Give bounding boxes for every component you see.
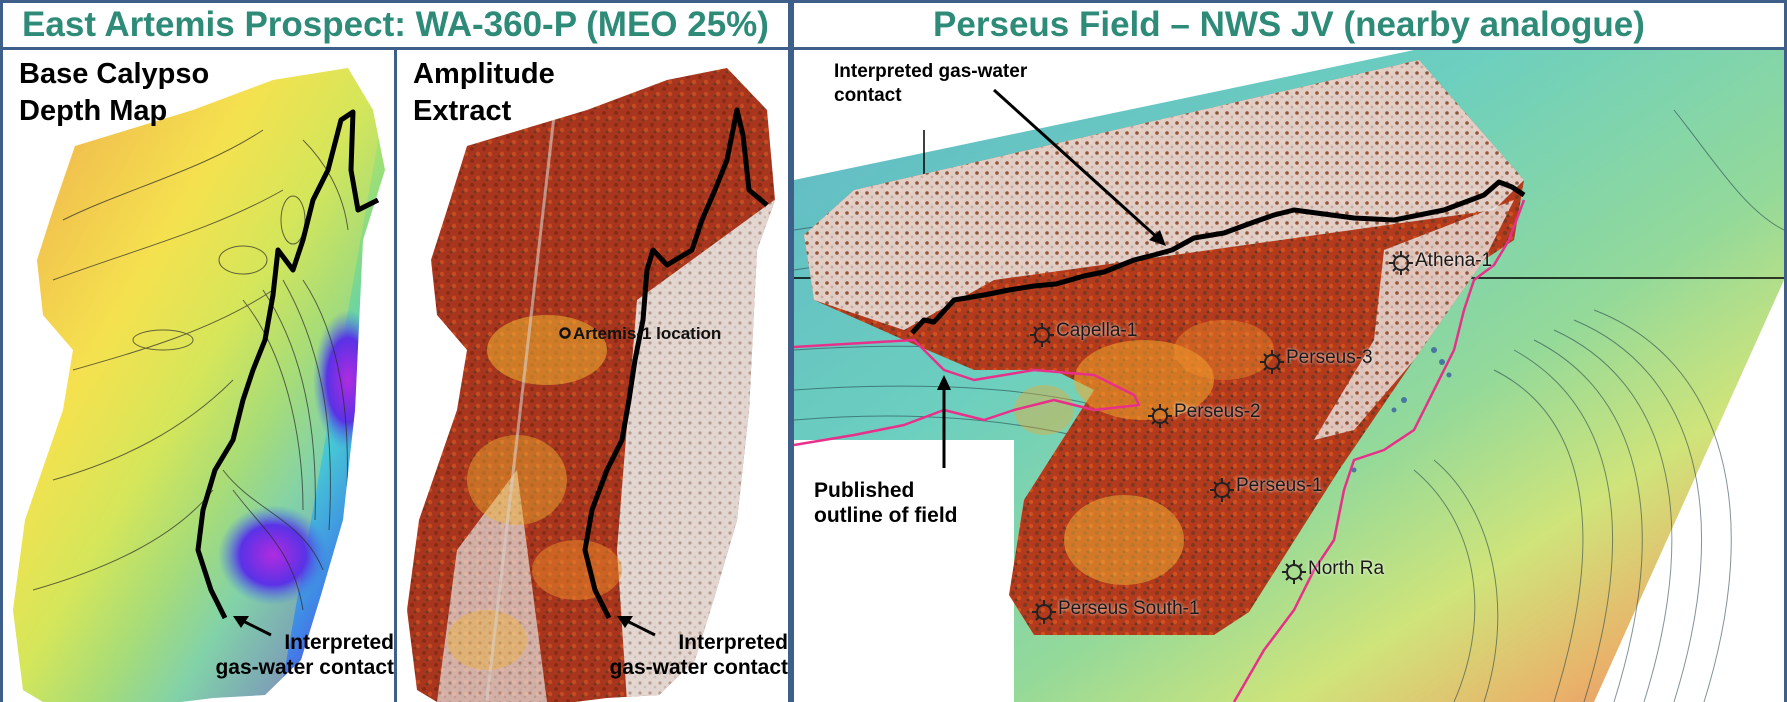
well-label-perseus-1: Perseus-1 <box>1236 475 1323 496</box>
capella-1-well-icon <box>1030 323 1054 347</box>
perseus-map-panel: Interpreted gas-water contact Published … <box>794 50 1784 702</box>
perseus-map-image <box>794 50 1784 702</box>
published-field-outline <box>794 338 1141 447</box>
depth-map-gwc-line <box>195 109 380 620</box>
depth-map-title: Base Calypso Depth Map <box>19 58 210 127</box>
north-ra-well-icon <box>1282 560 1306 584</box>
perseus-gwc-callout: Interpreted gas-water contact <box>834 61 1028 106</box>
east-artemis-title: East Artemis Prospect: WA-360-P (MEO 25%… <box>3 3 788 50</box>
well-label-north-ra: North Ra <box>1308 558 1385 579</box>
amplitude-gwc-callout: Interpreted gas-water contact <box>609 631 788 679</box>
east-artemis-section: East Artemis Prospect: WA-360-P (MEO 25%… <box>0 0 791 702</box>
artemis-1-marker <box>559 327 571 339</box>
perseus-gwc-line <box>910 179 1526 335</box>
depth-map-image <box>13 68 385 702</box>
artemis-1-location-label: Artemis-1 location <box>573 324 722 343</box>
perseus-title: Perseus Field – NWS JV (nearby analogue) <box>794 3 1784 50</box>
athena-1-well-icon <box>1389 251 1413 275</box>
well-label-perseus-south-1: Perseus South-1 <box>1058 598 1200 619</box>
perseus-section: Perseus Field – NWS JV (nearby analogue) <box>791 0 1787 702</box>
perseus-3-well-icon <box>1260 350 1284 374</box>
well-label-capella-1: Capella-1 <box>1056 320 1138 341</box>
amplitude-title: Amplitude Extract <box>413 58 555 127</box>
amplitude-image <box>407 68 775 702</box>
amplitude-panel: Amplitude Extract Artemis-1 location Int… <box>397 50 788 702</box>
perseus-1-well-icon <box>1210 478 1234 502</box>
well-label-athena-1: Athena-1 <box>1415 250 1493 271</box>
perseus-2-well-icon <box>1148 404 1172 428</box>
perseus-south-1-well-icon <box>1032 600 1056 624</box>
well-label-perseus-3: Perseus-3 <box>1286 347 1373 368</box>
depth-map-gwc-callout: Interpreted gas-water contact <box>215 631 394 679</box>
well-label-perseus-2: Perseus-2 <box>1174 401 1261 422</box>
amplitude-gwc-line <box>582 107 769 620</box>
field-outline-callout: Published outline of field <box>814 479 958 527</box>
depth-map-panel: Base Calypso Depth Map Interpreted gas-w… <box>3 50 394 702</box>
left-panel-divider <box>394 50 397 702</box>
